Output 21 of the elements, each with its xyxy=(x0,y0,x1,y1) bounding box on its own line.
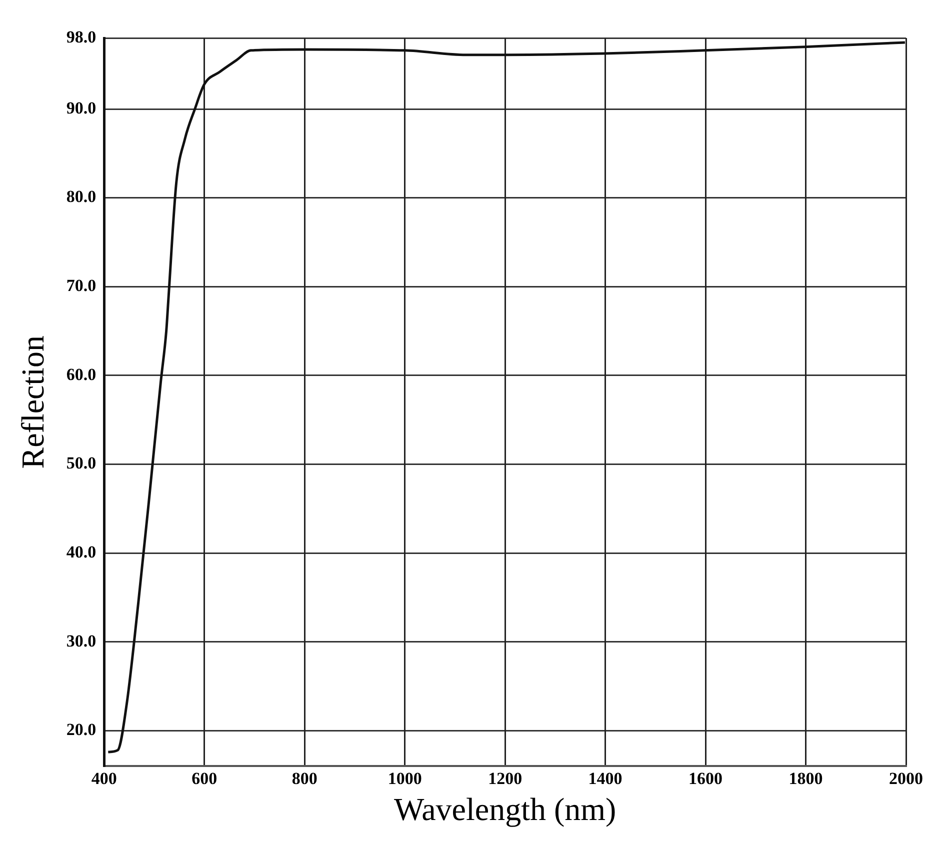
y-tick-label: 50.0 xyxy=(66,454,96,473)
x-tick-label: 800 xyxy=(292,768,318,788)
x-tick-label: 400 xyxy=(91,768,117,788)
y-tick-label: 80.0 xyxy=(66,187,96,206)
y-tick-label: 20.0 xyxy=(66,720,96,740)
y-tick-label: 98.0 xyxy=(66,27,96,46)
y-axis-title: Reflection xyxy=(14,335,51,469)
x-tick-label: 1400 xyxy=(588,768,622,788)
y-tick-label: 40.0 xyxy=(66,542,96,562)
x-axis-title: Wavelength (nm) xyxy=(394,791,616,828)
x-tick-label: 1000 xyxy=(388,768,422,788)
x-tick-label: 2000 xyxy=(889,768,923,788)
y-tick-label: 90.0 xyxy=(66,98,96,118)
line-series xyxy=(106,41,906,754)
y-tick-label: 60.0 xyxy=(66,364,96,384)
x-tick-label: 600 xyxy=(192,768,218,788)
y-tick-label: 30.0 xyxy=(66,631,96,650)
y-tick-label: 70.0 xyxy=(66,276,96,296)
x-tick-label: 1800 xyxy=(788,768,823,788)
x-tick-label: 1600 xyxy=(688,768,723,788)
x-tick-label: 1200 xyxy=(488,768,522,788)
